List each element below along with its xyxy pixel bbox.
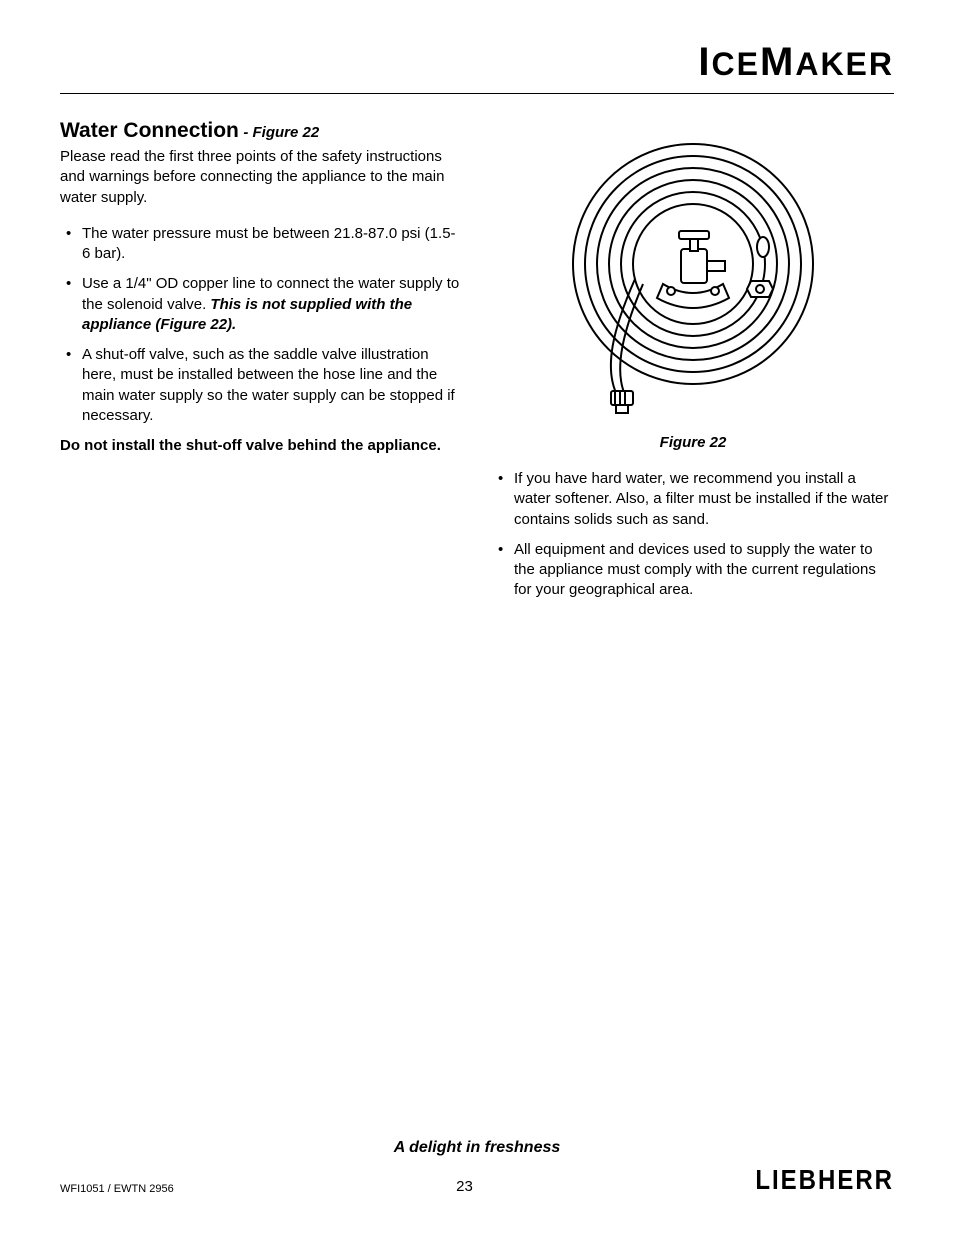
section-heading: Water Connection - Figure 22	[60, 119, 462, 143]
figure-caption: Figure 22	[492, 434, 894, 451]
list-item: If you have hard water, we recommend you…	[514, 469, 894, 530]
left-column: Water Connection - Figure 22 Please read…	[60, 119, 462, 611]
brand-logo: LIEBHERR	[755, 1167, 894, 1195]
header-letter-i: I	[698, 40, 711, 84]
bullet-text: If you have hard water, we recommend you…	[514, 470, 888, 528]
coil-valve-diagram	[523, 119, 863, 419]
page-footer: A delight in freshness WFI1051 / EWTN 29…	[60, 1139, 894, 1195]
brand-text: LIEBHERR	[755, 1165, 894, 1197]
right-bullet-list: If you have hard water, we recommend you…	[492, 469, 894, 601]
intro-paragraph: Please read the first three points of th…	[60, 147, 462, 208]
figure-22: Figure 22	[492, 119, 894, 451]
list-item: Use a 1/4" OD copper line to connect the…	[82, 274, 462, 335]
bullet-text: All equipment and devices used to supply…	[514, 541, 876, 599]
header-aker: AKER	[795, 46, 894, 82]
section-subtitle: - Figure 22	[243, 124, 319, 141]
footer-row: WFI1051 / EWTN 2956 23 LIEBHERR	[60, 1167, 894, 1195]
right-column: Figure 22 If you have hard water, we rec…	[492, 119, 894, 611]
bullet-text: The water pressure must be between 21.8-…	[82, 225, 456, 262]
warning-text: Do not install the shut-off valve behind…	[60, 436, 462, 456]
tagline: A delight in freshness	[60, 1139, 894, 1157]
list-item: A shut-off valve, such as the saddle val…	[82, 345, 462, 426]
doc-id: WFI1051 / EWTN 2956	[60, 1183, 174, 1195]
left-bullet-list: The water pressure must be between 21.8-…	[60, 224, 462, 426]
list-item: All equipment and devices used to supply…	[514, 540, 894, 601]
header-ce: CE	[712, 46, 760, 82]
page-number: 23	[456, 1178, 473, 1195]
section-title: Water Connection	[60, 119, 239, 142]
page-header: ICEMAKER	[60, 40, 894, 94]
content-columns: Water Connection - Figure 22 Please read…	[60, 119, 894, 611]
list-item: The water pressure must be between 21.8-…	[82, 224, 462, 265]
header-letter-m: M	[760, 40, 795, 84]
bullet-text: A shut-off valve, such as the saddle val…	[82, 346, 455, 424]
